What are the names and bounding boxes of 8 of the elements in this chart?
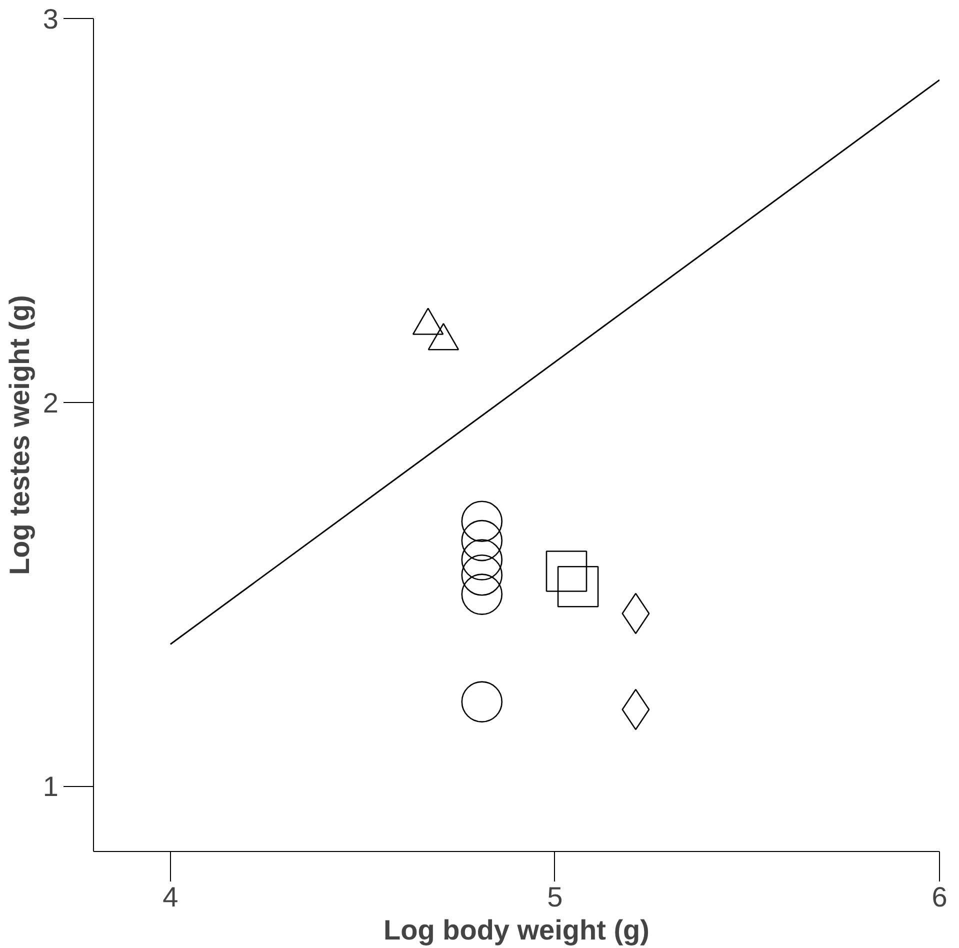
- y-tick-label: 1: [42, 771, 59, 802]
- x-tick-label: 5: [547, 882, 563, 912]
- x-tick-label: 4: [162, 882, 178, 912]
- y-tick-label: 2: [42, 387, 59, 418]
- x-tick-label: 6: [932, 882, 948, 912]
- x-axis-title: Log body weight (g): [384, 914, 650, 946]
- y-tick-label: 3: [42, 4, 59, 34]
- y-axis-title: Log testes weight (g): [4, 295, 35, 575]
